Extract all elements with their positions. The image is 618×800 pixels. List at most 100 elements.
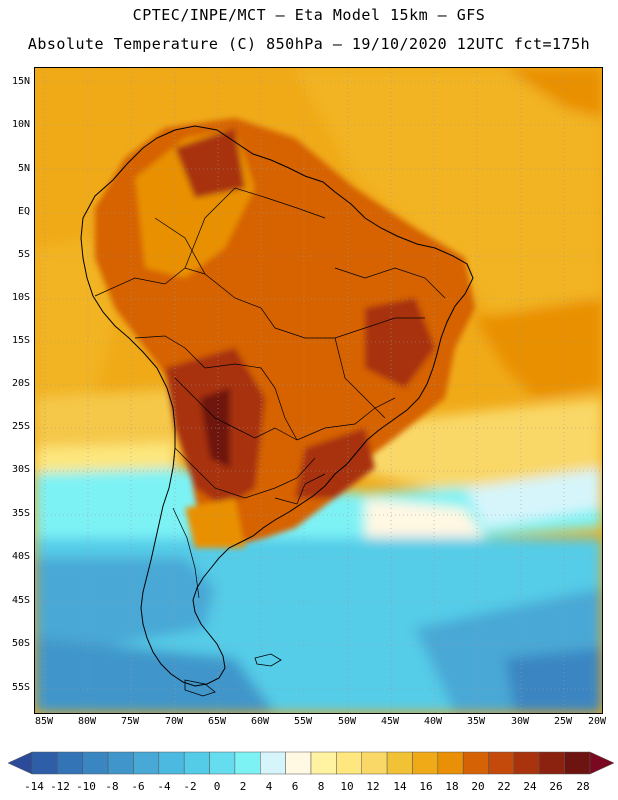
colorbar-label: -12	[50, 780, 70, 793]
colorbar-label: 8	[317, 780, 325, 793]
colorbar-cell	[412, 751, 439, 775]
colorbar-cell	[437, 751, 464, 775]
colorbar-label: 4	[265, 780, 273, 793]
country-borders	[94, 187, 446, 599]
border	[274, 387, 298, 441]
colorbar-cell	[133, 751, 160, 775]
colorbar-label: 20	[471, 780, 485, 793]
colorbar-label: 6	[291, 780, 299, 793]
lat-label: 20S	[11, 378, 30, 389]
colorbar-label: 16	[419, 780, 433, 793]
colorbar-label: -14	[24, 780, 44, 793]
colorbar-cell	[513, 751, 540, 775]
lat-label: EQ	[17, 206, 30, 217]
border	[296, 397, 396, 441]
tierra-del-fuego	[184, 679, 216, 697]
lon-label: 45W	[380, 716, 400, 727]
lon-label: 35W	[466, 716, 486, 727]
field-south-west	[35, 638, 275, 713]
colorbar-label: 10	[340, 780, 354, 793]
colorbar	[7, 751, 615, 775]
colorbar-label: -6	[131, 780, 145, 793]
field-argentina-mid	[185, 498, 245, 548]
colorbar-cell	[539, 751, 565, 775]
colorbar-label: 0	[213, 780, 221, 793]
lon-label: 25W	[553, 716, 573, 727]
border	[134, 335, 276, 389]
field-yellow-band	[35, 443, 175, 473]
field-south-east-deep	[505, 648, 602, 713]
lon-label: 70W	[164, 716, 184, 727]
border	[172, 507, 200, 599]
colorbar-label: -10	[76, 780, 96, 793]
border	[154, 217, 276, 329]
field-venezuela-hot	[175, 128, 245, 198]
lon-label: 30W	[510, 716, 530, 727]
colorbar-cell	[31, 751, 58, 775]
lat-label: 35S	[11, 508, 30, 519]
lat-label: 55S	[11, 682, 30, 693]
colorbar-cell	[260, 751, 286, 775]
lon-label: 65W	[207, 716, 227, 727]
colorbar-label: 2	[239, 780, 247, 793]
colorbar-label: 12	[366, 780, 380, 793]
lat-label: 30S	[11, 464, 30, 475]
colorbar-cell	[386, 751, 413, 775]
colorbar-cell	[183, 751, 210, 775]
lat-label: 25S	[11, 421, 30, 432]
colorbar-cell	[107, 751, 134, 775]
field-southeast-hot	[295, 428, 375, 498]
border	[174, 377, 298, 441]
colorbar-cell	[209, 751, 236, 775]
map-title: CPTEC/INPE/MCT – Eta Model 15km – GFS	[132, 6, 486, 24]
lon-label: 40W	[423, 716, 443, 727]
lon-label: 75W	[120, 716, 140, 727]
colorbar-label: 14	[393, 780, 407, 793]
field-pacific-north	[35, 238, 115, 408]
colorbar-label: 24	[523, 780, 537, 793]
field-brazil-hot	[365, 298, 435, 388]
border	[274, 473, 326, 505]
lon-label: 60W	[250, 716, 270, 727]
temperature-map	[34, 67, 603, 714]
falkland-islands	[254, 653, 282, 667]
lon-label: 50W	[337, 716, 357, 727]
lat-label: 45S	[11, 595, 30, 606]
colorbar-cell	[488, 751, 515, 775]
colorbar-label: -2	[183, 780, 197, 793]
border	[334, 267, 446, 299]
border	[274, 317, 425, 339]
lon-label: 85W	[34, 716, 54, 727]
colorbar-arrow-low	[7, 751, 33, 775]
field-atlantic-warm	[475, 298, 602, 398]
colorbar-label: -8	[105, 780, 119, 793]
lat-label: 10N	[11, 119, 30, 130]
colorbar-cell	[361, 751, 388, 775]
map-subtitle: Absolute Temperature (C) 850hPa – 19/10/…	[27, 35, 591, 53]
colorbar-cell	[57, 751, 83, 775]
field-south-pacific	[35, 558, 215, 648]
border	[174, 447, 316, 499]
lat-label: 15S	[11, 335, 30, 346]
lat-label: 50S	[11, 638, 30, 649]
lon-label: 55W	[293, 716, 313, 727]
border	[184, 187, 326, 269]
colorbar-cell	[158, 751, 185, 775]
lat-label: 10S	[11, 292, 30, 303]
field-ne-ocean	[295, 68, 602, 328]
lon-label: 80W	[77, 716, 97, 727]
lat-label: 15N	[11, 76, 30, 87]
border	[94, 267, 206, 297]
lat-label: 40S	[11, 551, 30, 562]
colorbar-arrow-high	[589, 751, 615, 775]
graticule	[35, 68, 602, 713]
colorbar-cell	[234, 751, 261, 775]
colorbar-cell	[336, 751, 362, 775]
colorbar-label: 22	[497, 780, 511, 793]
border	[334, 337, 386, 419]
lon-label: 20W	[587, 716, 607, 727]
colorbar-cell	[462, 751, 489, 775]
colorbar-cell	[285, 751, 312, 775]
colorbar-label: 26	[549, 780, 563, 793]
field-light-patch	[465, 468, 602, 528]
